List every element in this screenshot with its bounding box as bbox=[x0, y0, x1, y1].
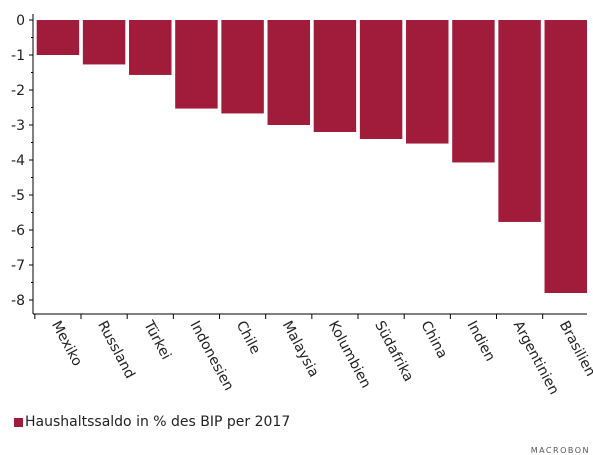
x-category-label: China bbox=[417, 318, 450, 361]
y-tick-label: -4 bbox=[11, 153, 25, 169]
bar-china bbox=[406, 20, 449, 144]
x-category-label: Russland bbox=[94, 318, 138, 381]
bar-indonesien bbox=[175, 20, 218, 109]
bar-brasilien bbox=[544, 20, 587, 293]
bar-kolumbien bbox=[313, 20, 357, 132]
bar-argentinien bbox=[498, 20, 541, 222]
x-category-label: Chile bbox=[233, 318, 264, 356]
bar-mexiko bbox=[36, 20, 80, 55]
x-category-label: Türkei bbox=[140, 317, 174, 362]
bar-indien bbox=[452, 20, 495, 163]
legend-swatch bbox=[14, 417, 23, 427]
x-category-label: Kolumbien bbox=[325, 318, 374, 391]
bar-russland bbox=[82, 20, 126, 65]
bar-chile bbox=[221, 20, 264, 114]
legend: Haushaltssaldo in % des BIP per 2017 bbox=[14, 414, 290, 430]
y-tick-label: -6 bbox=[11, 223, 25, 239]
x-category-label: Indien bbox=[464, 318, 498, 364]
y-tick-label: -3 bbox=[11, 118, 25, 134]
x-category-label: Brasilien bbox=[556, 318, 593, 379]
y-tick-label: -8 bbox=[11, 293, 25, 309]
bar-türkei bbox=[129, 20, 172, 75]
y-tick-label: -1 bbox=[11, 48, 25, 64]
brand-watermark: MACROBON bbox=[530, 446, 590, 455]
y-tick-label: -5 bbox=[11, 188, 25, 204]
bar-malaysia bbox=[267, 20, 310, 125]
y-tick-label: -7 bbox=[11, 258, 25, 274]
bars-group bbox=[36, 20, 587, 293]
x-category-label: Südafrika bbox=[371, 318, 416, 384]
y-tick-label: 0 bbox=[16, 13, 25, 29]
x-category-label: Mexiko bbox=[48, 318, 85, 369]
legend-label: Haushaltssaldo in % des BIP per 2017 bbox=[25, 414, 291, 430]
bar-südafrika bbox=[359, 20, 403, 139]
y-tick-label: -2 bbox=[11, 83, 25, 99]
x-category-label: Argentinien bbox=[510, 318, 562, 397]
x-category-label: Malaysia bbox=[279, 318, 322, 380]
x-category-label: Indonesien bbox=[187, 318, 237, 393]
